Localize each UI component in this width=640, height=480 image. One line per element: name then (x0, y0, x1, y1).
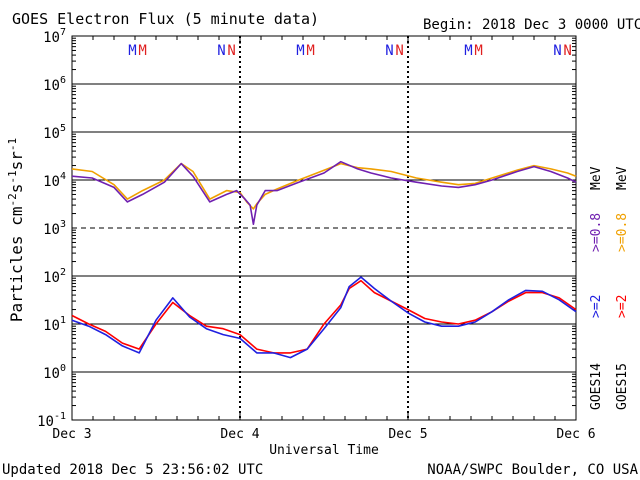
series-line (71, 279, 577, 354)
mn-marker: N (385, 43, 393, 59)
y-tick-label: 102 (43, 267, 66, 286)
y-axis-label-mid2: sr (7, 151, 26, 171)
series-line (71, 160, 577, 225)
series-line (71, 276, 577, 359)
mn-marker: M (296, 43, 304, 59)
y-tick-label: 10-1 (37, 411, 66, 430)
mn-marker: M (138, 43, 146, 59)
series-lines (71, 160, 577, 359)
legend-sat-goes15: GOES15 (615, 363, 630, 410)
mn-marker: M (474, 43, 482, 59)
mn-marker: M (464, 43, 472, 59)
legend-low-goes15: >=2 (615, 295, 630, 318)
y-axis-label: Particles cm-2s-1sr-1 (6, 138, 26, 322)
mn-marker: N (217, 43, 225, 59)
legend-sat-goes14: GOES14 (589, 363, 604, 410)
legend: MeV >=0.8 >=0.8 MeV >=2 >=2 GOES14 GOES1… (589, 166, 630, 410)
credit-label: NOAA/SWPC Boulder, CO USA (427, 462, 638, 478)
day-boundary-lines (239, 36, 409, 420)
legend-low-goes14: >=2 (589, 295, 604, 318)
y-tick-labels: 107 106 105 104 103 102 101 100 10-1 (37, 27, 66, 430)
y-tick-label: 103 (43, 219, 66, 238)
y-tick-label: 100 (43, 363, 66, 382)
mn-marker: M (306, 43, 314, 59)
legend-high-unit-2: MeV (615, 166, 630, 190)
legend-high-unit: MeV (589, 166, 604, 190)
begin-label: Begin: 2018 Dec 3 0000 UTC (423, 17, 640, 33)
series-line (71, 162, 577, 210)
mn-marker: N (563, 43, 571, 59)
x-tick-labels: Dec 3 Dec 4 Dec 5 Dec 6 (52, 427, 595, 442)
y-tick-label: 101 (43, 315, 66, 334)
y-tick-label: 107 (43, 27, 66, 46)
updated-label: Updated 2018 Dec 5 23:56:02 UTC (2, 462, 263, 478)
x-axis-label: Universal Time (269, 443, 379, 458)
x-tick-label: Dec 3 (52, 427, 91, 442)
mn-marker: N (553, 43, 561, 59)
legend-high-goes14: >=0.8 (589, 213, 604, 252)
y-axis-label-sup1: -2 (6, 193, 19, 206)
y-tick-label: 105 (43, 123, 66, 142)
mn-marker: N (395, 43, 403, 59)
y-axis-label-sup2: -1 (6, 170, 19, 183)
mn-marker: N (227, 43, 235, 59)
y-axis-label-sup3: -1 (6, 138, 19, 151)
mn-marker: M (128, 43, 136, 59)
axis-ticks (71, 36, 577, 420)
chart-title: GOES Electron Flux (5 minute data) (12, 10, 319, 28)
x-tick-label: Dec 4 (220, 427, 259, 442)
y-axis-label-main: Particles cm (7, 207, 26, 323)
y-axis-label-mid1: s (7, 184, 26, 194)
y-tick-label: 106 (43, 75, 66, 94)
x-tick-label: Dec 5 (388, 427, 427, 442)
x-tick-label: Dec 6 (556, 427, 595, 442)
y-tick-label: 104 (43, 171, 66, 190)
legend-high-goes15: >=0.8 (615, 213, 630, 252)
